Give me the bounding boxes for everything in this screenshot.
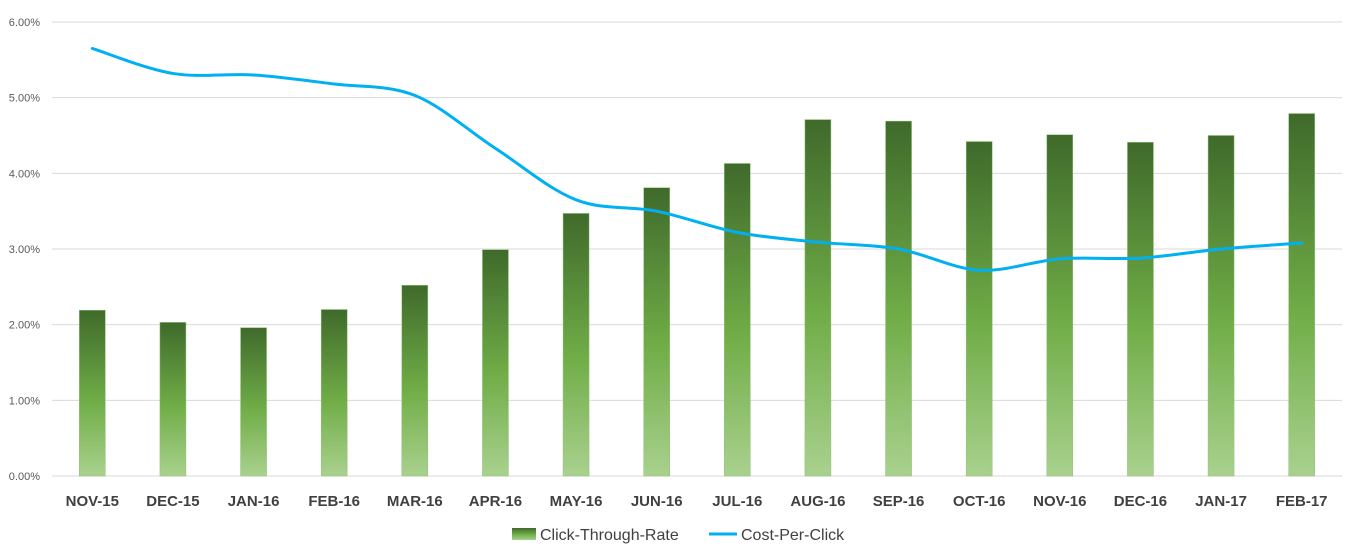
x-tick-label: DEC-16: [1114, 493, 1167, 510]
ctr-bar: [401, 285, 429, 477]
cpc-line: [90, 46, 1304, 272]
ctr-bar: [885, 120, 912, 477]
legend: Click-Through-Rate Cost-Per-Click: [512, 527, 845, 544]
ctr-bar: [79, 310, 106, 477]
ctr-bar: [562, 213, 590, 477]
cpc-line-series: [90, 46, 1304, 272]
ctr-bar: [724, 163, 751, 477]
x-tick-label: NOV-15: [66, 493, 119, 510]
ctr-bar: [1288, 113, 1315, 477]
x-tick-label: APR-16: [469, 493, 522, 510]
x-tick-label: NOV-16: [1033, 493, 1086, 510]
ctr-bar: [643, 187, 670, 477]
x-tick-label: FEB-16: [308, 493, 360, 510]
y-tick-label: 2.00%: [9, 320, 40, 332]
x-tick-label: MAY-16: [550, 493, 603, 510]
y-tick-label: 4.00%: [9, 168, 40, 180]
ctr-bar: [1127, 142, 1154, 477]
x-tick-label: FEB-17: [1276, 493, 1328, 510]
x-tick-label: AUG-16: [790, 493, 845, 510]
x-tick-label: JUN-16: [631, 493, 683, 510]
ctr-bar: [159, 322, 187, 477]
x-tick-label: MAR-16: [387, 493, 443, 510]
ctr-bar: [804, 119, 832, 477]
gridlines: [52, 21, 1342, 477]
x-tick-label: SEP-16: [873, 493, 925, 510]
y-tick-label: 3.00%: [9, 244, 40, 256]
ctr-bars: [79, 113, 1315, 477]
x-tick-label: OCT-16: [953, 493, 1006, 510]
y-tick-label: 1.00%: [9, 395, 40, 407]
x-tick-label: JAN-16: [228, 493, 280, 510]
ctr-bar: [482, 249, 509, 477]
y-tick-label: 6.00%: [9, 17, 40, 29]
y-axis-ticks: 0.00% 1.00% 2.00% 3.00% 4.00% 5.00% 6.00%: [9, 17, 40, 483]
ctr-bar: [1207, 135, 1235, 477]
ctr-bar: [320, 309, 348, 477]
y-tick-label: 0.00%: [9, 471, 40, 483]
x-tick-label: DEC-15: [146, 493, 199, 510]
y-tick-label: 5.00%: [9, 93, 40, 105]
ctr-bar: [1046, 134, 1074, 477]
x-tick-label: JAN-17: [1195, 493, 1247, 510]
ctr-bar: [965, 141, 993, 477]
legend-label-cpc: Cost-Per-Click: [741, 527, 845, 544]
legend-swatch-ctr: [512, 528, 536, 540]
ctr-bar: [240, 327, 267, 477]
legend-label-ctr: Click-Through-Rate: [540, 527, 679, 544]
x-axis-ticks: NOV-15 DEC-15 JAN-16 FEB-16 MAR-16 APR-16 MAY-…: [66, 493, 1328, 510]
x-tick-label: JUL-16: [712, 493, 762, 510]
